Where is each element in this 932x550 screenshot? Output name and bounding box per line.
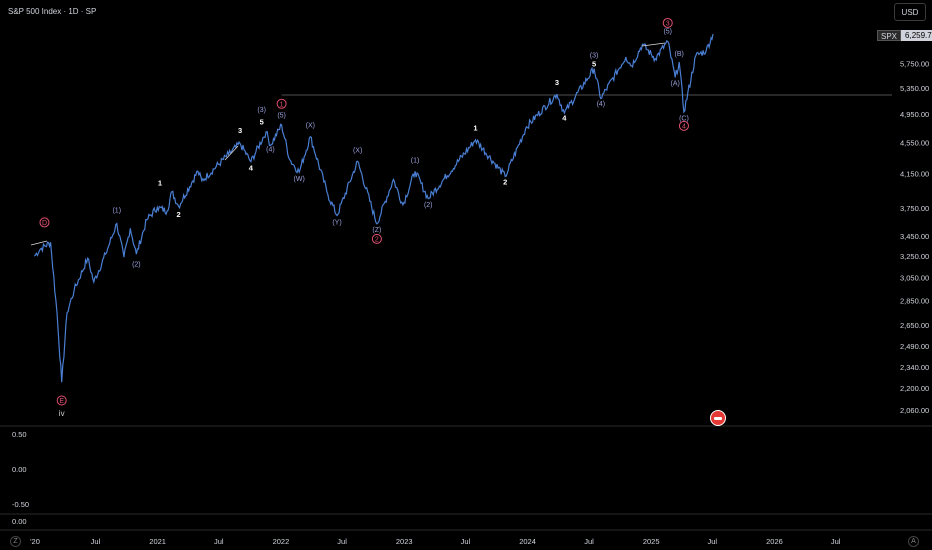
wave-label: (B) [675,51,684,58]
wave-circle-marker [678,120,689,131]
wave-label: 1 [473,123,477,132]
wave-label: 2 [375,236,379,243]
wave-label: D [42,220,47,227]
time-axis-tick-label: Jul [91,537,101,546]
wave-label: (2) [424,202,433,209]
wave-label: 2 [503,177,507,186]
wave-label: 3 [238,126,242,135]
wave-circle-marker [56,395,67,406]
wave-label: E [59,398,64,405]
wave-label: 1 [280,101,284,108]
time-axis-tick-label: 2023 [396,537,413,546]
time-axis-tick-label: Jul [708,537,718,546]
wave-label: 5 [592,60,596,69]
symbol-label: SPX [877,30,902,41]
price-axis-tick-label: 2,200.00 [900,384,929,393]
auto-scale-button[interactable]: A [908,536,919,547]
indicator-axis-tick-label: -0.50 [12,500,29,509]
wave-label: (W) [294,176,305,183]
indicator-axis-tick-label: 0.00 [12,517,27,526]
wave-trendline [641,42,666,47]
price-axis-tick-label: 4,950.00 [900,110,929,119]
wave-label: 5 [260,118,264,127]
wave-label: 4 [562,113,567,122]
wave-circle-marker [39,217,50,228]
wave-label: (2) [132,262,141,269]
price-axis-tick-label: 3,750.00 [900,204,929,213]
price-axis-tick-label: 4,550.00 [900,139,929,148]
spx-price-line [33,33,714,383]
time-axis-tick-label: 2024 [519,537,536,546]
currency-button[interactable]: USD [894,3,926,21]
wave-circle-marker [662,17,673,28]
wave-label: (1) [411,157,420,164]
wave-label: (4) [266,147,275,154]
wave-label: (4) [597,101,606,108]
time-axis-tick-label: Jul [461,537,471,546]
time-axis-tick-label: Jul [584,537,594,546]
wave-label: 4 [682,123,686,130]
price-axis-tick-label: 2,060.00 [900,406,929,415]
wave-label: 1 [158,178,162,187]
wave-label: (3) [590,52,599,59]
wave-circle-marker [276,98,287,109]
price-axis-tick-label: 2,340.00 [900,363,929,372]
price-axis-tick-label: 3,250.00 [900,252,929,261]
price-axis-tick-label: 5,350.00 [900,84,929,93]
wave-label: (5) [663,28,672,35]
wave-circle-marker [371,233,382,244]
wave-label: (C) [679,115,689,122]
time-axis-tick-label: Jul [214,537,224,546]
chart-marks: 5,750.00 5,350.00 4,950.00 4,550.00 4,150.00… [12,17,929,546]
wave-label: 4 [249,163,254,172]
price-axis-tick-label: 2,490.00 [900,342,929,351]
price-axis-tick-label: 3,450.00 [900,232,929,241]
wave-label: (X) [353,147,362,154]
price-axis-tick-label: 5,750.00 [900,60,929,69]
time-axis-tick-label: 2022 [273,537,290,546]
wave-label: (5) [277,113,286,120]
time-axis-tick-label: Jul [831,537,841,546]
zoom-reset-button[interactable]: Z [10,536,21,547]
wave-label: (Y) [332,219,341,226]
time-axis-tick-label: Jul [337,537,347,546]
price-axis-tick-label: 2,650.00 [900,321,929,330]
wave-label: (A) [670,80,679,87]
tradingview-logo-icon[interactable] [710,410,726,426]
indicator-axis-tick-label: 0.00 [12,465,27,474]
indicator-axis-tick-label: 0.50 [12,430,27,439]
last-price-value: 6,259.74 [901,30,932,41]
last-price-tag: SPX 6,259.74 [877,30,932,41]
wave-label: 3 [666,20,670,27]
wave-label: (3) [257,107,266,114]
price-axis-tick-label: 3,050.00 [900,274,929,283]
wave-label: (X) [306,122,315,129]
wave-trendline [224,145,239,161]
time-axis-tick-label: '20 [30,537,40,546]
wave-label: 3 [555,78,559,87]
time-axis-tick-label: 2025 [643,537,660,546]
wave-trendline [30,240,48,246]
wave-label: (1) [112,207,121,214]
wave-label: (Z) [372,227,381,234]
price-axis-tick-label: 2,850.00 [900,296,929,305]
wave-label: iv [59,409,65,418]
time-axis-tick-label: 2026 [766,537,783,546]
chart-title: S&P 500 Index · 1D · SP [8,7,97,16]
wave-label: 2 [176,210,180,219]
time-axis-tick-label: 2021 [149,537,166,546]
price-axis-tick-label: 4,150.00 [900,170,929,179]
